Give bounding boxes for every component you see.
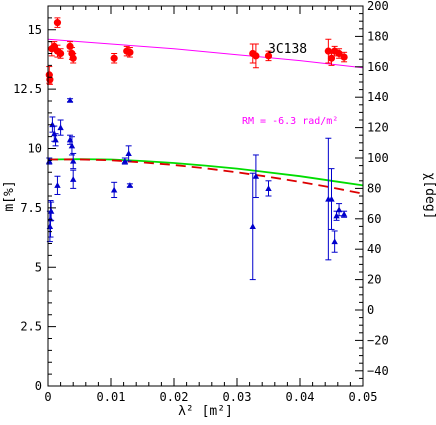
source-label: 3C138 [268,42,307,57]
data-point-triangle [110,186,118,193]
fit-line [47,38,364,69]
y-right-tick-label: 160 [367,60,389,74]
data-point-circle [327,54,336,62]
y-right-tick-label: 40 [367,242,381,256]
y-right-tick-label: 140 [367,90,389,104]
data-point-triangle [331,238,338,245]
data-point-triangle [70,157,77,164]
data-point-triangle [265,185,272,191]
y-left-tick-label: 12.5 [13,82,42,96]
data-point-triangle [47,208,55,214]
y-right-tick-label: 100 [367,151,389,165]
axes [47,5,364,387]
fit-line [47,158,364,195]
y-axis-label-left: m[%] [2,180,17,211]
data-point-circle [57,49,65,58]
data-point-triangle [252,173,260,179]
x-tick-label: 0.01 [97,390,126,404]
fit-line [47,158,364,187]
plot-frame [47,5,364,387]
data-point-circle [252,52,260,60]
y-left-tick-label: 5 [35,260,42,274]
x-tick-label: 0 [44,390,51,404]
y-right-tick-label: 80 [367,181,381,195]
data-point-circle [340,53,348,61]
x-tick-label: 0.05 [349,390,378,404]
y-left-tick-label: 7.5 [20,201,42,215]
y-left-tick-label: 0 [35,379,42,393]
y-right-tick-label: 60 [367,212,381,226]
data-point-triangle [126,182,134,188]
y-left-tick-label: 2.5 [20,320,42,334]
x-tick-label: 0.02 [160,390,189,404]
y-left-tick-label: 10 [28,142,42,156]
data-point-circle [110,54,118,62]
data-point-triangle [66,97,74,103]
fit-lines [47,38,364,195]
data-point-triangle [54,182,61,188]
y-right-tick-label: 200 [367,0,389,13]
ticks: 0 0.01 0.02 0.03 0.04 0.05 0 2.5 5 7.5 10 12.5 15 −40… [13,0,389,404]
rm-annotation: RM = -6.3 rad/m² [242,116,338,127]
data-point-triangle [249,223,256,229]
data-point-circle [264,52,273,60]
x-tick-label: 0.03 [223,390,252,404]
data-point-triangle [125,150,132,156]
data-point-triangle [121,157,129,164]
data-point-circle [324,47,332,55]
data-point-triangle [340,211,348,217]
data-point-triangle [52,136,59,143]
data-point-circle [53,19,62,27]
x-tick-label: 0.04 [286,390,315,404]
y-right-tick-label: −40 [367,364,389,378]
y-right-tick-label: 20 [367,273,381,287]
data-point-circle [335,49,343,58]
data-point-triangle [57,124,64,131]
y-right-tick-label: 0 [367,303,374,317]
x-axis-label: λ² [m²] [178,404,233,419]
data-point-triangle [70,176,77,182]
y-left-tick-label: 15 [28,23,42,37]
data-point-circle [69,54,77,62]
data-point-circle [126,48,134,56]
y-right-tick-label: −20 [367,333,389,347]
data-point-triangle [335,206,343,213]
data-point-triangle [328,195,335,202]
data-point-circle [66,42,74,50]
y-right-tick-label: 180 [367,29,389,43]
y-right-tick-label: 120 [367,121,389,135]
data-series [45,17,348,281]
y-axis-label-right: χ[deg] [422,173,436,220]
data-point-triangle [68,142,76,149]
